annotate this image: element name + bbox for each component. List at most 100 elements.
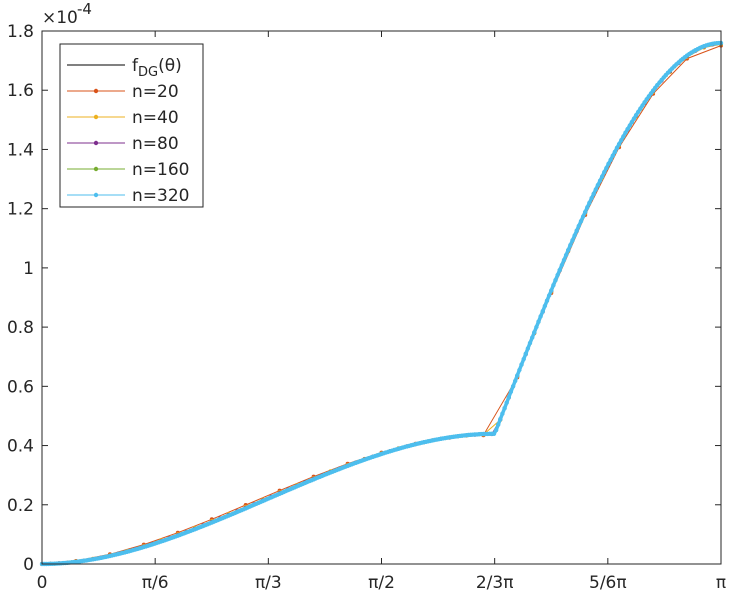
series-point xyxy=(549,288,554,293)
series-point xyxy=(504,400,509,405)
series-point xyxy=(633,113,639,118)
series-point xyxy=(510,384,516,389)
series-point xyxy=(597,178,603,183)
series-point xyxy=(636,109,641,115)
series-point xyxy=(546,293,552,298)
series-point xyxy=(566,247,571,253)
series-point xyxy=(555,272,560,278)
legend-swatch-marker xyxy=(93,88,99,94)
series-point xyxy=(595,182,601,188)
series-point xyxy=(614,145,620,150)
legend-swatch-marker xyxy=(93,166,99,172)
y-tick-label: 0.8 xyxy=(7,318,34,338)
series-point xyxy=(612,149,618,154)
legend-label: n=160 xyxy=(132,160,189,180)
series-point xyxy=(557,267,562,273)
series-point xyxy=(583,209,588,215)
series-point xyxy=(500,411,505,416)
series-point xyxy=(600,174,605,179)
series-point xyxy=(640,103,645,108)
legend-swatch-marker xyxy=(93,140,99,146)
y-exponent-base: ×10 xyxy=(42,8,78,28)
x-tick-label: π/3 xyxy=(255,573,282,593)
series-point xyxy=(508,389,514,394)
series-point xyxy=(527,340,533,346)
y-tick-label: 0 xyxy=(23,555,34,575)
y-tick-label: 1.8 xyxy=(7,22,34,42)
series-point xyxy=(530,335,535,340)
y-tick-label: 1.4 xyxy=(7,140,34,160)
series-point xyxy=(496,422,501,427)
series-point xyxy=(576,223,581,229)
series-point xyxy=(502,406,507,411)
series-point xyxy=(608,157,613,162)
x-tick-label: π/2 xyxy=(368,573,395,593)
series-point xyxy=(536,319,541,324)
series-point xyxy=(602,169,607,175)
series-layer xyxy=(39,40,724,567)
series-point xyxy=(506,395,511,400)
series-point xyxy=(532,330,537,335)
series-point xyxy=(561,257,567,263)
y-tick-label: 0.2 xyxy=(7,496,34,516)
y-tick-label: 1.2 xyxy=(7,200,34,220)
legend: fDG(θ)n=20 n=40 n=80 n=160 n=320 xyxy=(59,43,204,208)
series-point xyxy=(513,378,518,384)
legend-label: n=320 xyxy=(132,186,189,206)
series-point xyxy=(619,138,624,143)
x-tick-label: 2/3π xyxy=(476,573,514,593)
series-point xyxy=(593,187,598,192)
y-tick-label: 0.4 xyxy=(7,437,34,457)
series-point xyxy=(572,233,577,238)
series-point xyxy=(627,123,632,128)
legend-label: n=20 xyxy=(132,82,179,102)
series-point xyxy=(580,214,586,219)
x-tick-label: π xyxy=(716,573,726,593)
y-tick-label: 0.6 xyxy=(7,377,34,397)
series-point xyxy=(570,238,575,243)
series-point xyxy=(606,161,611,166)
series-point xyxy=(493,427,499,433)
series-n320 xyxy=(39,40,724,567)
series-point xyxy=(638,106,643,111)
series-point xyxy=(616,141,622,147)
series-point xyxy=(631,116,637,121)
y-exponent: ×10 -4 xyxy=(42,0,92,28)
ticks-layer: 0 π/6 π/3 π/2 2/3π 5/6π π 0 0.2 0.4 0.6 0.8 1 1.2 1.4 1… xyxy=(7,22,726,593)
series-point xyxy=(568,243,573,248)
series-point xyxy=(578,219,584,224)
series-point xyxy=(540,309,545,314)
series-point xyxy=(610,153,615,158)
x-tick-label: π/6 xyxy=(142,573,169,593)
series-point xyxy=(534,324,539,330)
series-point xyxy=(538,314,543,319)
legend-swatch-marker xyxy=(93,192,99,198)
series-point xyxy=(604,165,609,171)
series-point xyxy=(525,346,531,351)
series-point xyxy=(542,303,548,309)
series-point xyxy=(591,191,596,196)
legend-swatch-marker xyxy=(93,114,99,120)
series-point xyxy=(621,134,626,139)
series-point xyxy=(629,119,635,125)
series-point xyxy=(498,417,503,422)
series-point xyxy=(574,228,579,233)
legend-box xyxy=(59,43,204,208)
series-point xyxy=(517,367,522,373)
series-point xyxy=(589,196,594,201)
legend-label: fDG(θ) xyxy=(132,56,182,80)
y-tick-label: 1 xyxy=(23,259,34,279)
series-point xyxy=(551,283,556,288)
y-exponent-power: -4 xyxy=(77,0,92,18)
y-tick-label: 1.6 xyxy=(7,81,34,101)
series-point xyxy=(587,200,592,205)
series-point xyxy=(625,126,630,132)
x-tick-label: 5/6π xyxy=(589,573,627,593)
series-point xyxy=(523,351,528,356)
series-point xyxy=(491,431,497,436)
series-point xyxy=(521,356,526,362)
series-point xyxy=(585,205,590,210)
series-point xyxy=(623,130,628,135)
series-point xyxy=(563,252,569,258)
